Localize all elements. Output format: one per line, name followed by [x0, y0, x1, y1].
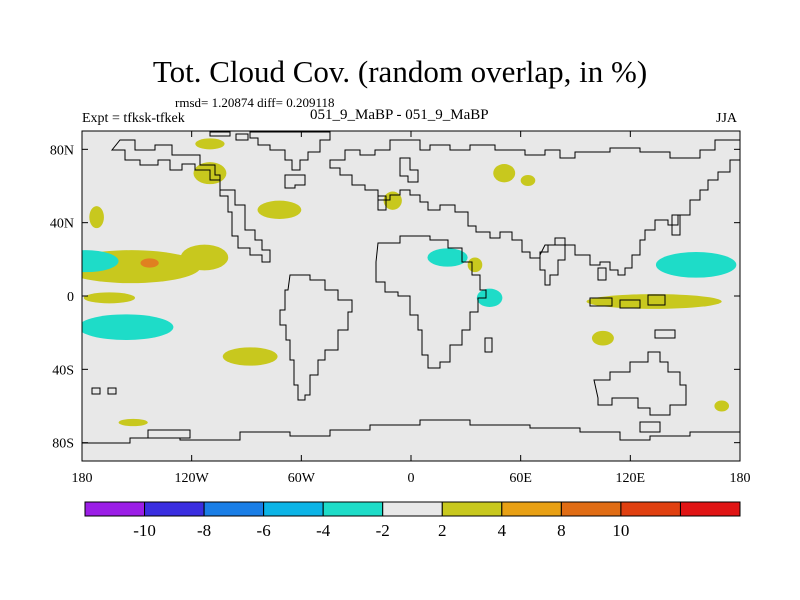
- colorbar-label: -8: [197, 521, 211, 540]
- region-south-indian-positive: [591, 330, 614, 346]
- y-tick-label: 0: [67, 290, 74, 305]
- colorbar-swatch: [84, 501, 146, 517]
- x-tick-label: 60E: [509, 471, 532, 486]
- region-west-pacific-negative-east: [655, 252, 737, 278]
- region-equatorial-pacific-positive: [83, 292, 136, 304]
- colorbar: -10 -8 -6 -4 -2 2 4 8 10: [84, 501, 741, 540]
- colorbar-swatch: [441, 501, 503, 517]
- coastlines: [82, 131, 740, 444]
- x-tick-label: 180: [72, 471, 93, 486]
- y-tick-label: 40S: [52, 363, 74, 378]
- colorbar-swatch: [144, 501, 205, 517]
- region-south-america-positive: [222, 347, 278, 366]
- region-north-pacific-core: [140, 258, 159, 268]
- coastline-scandinavia: [399, 157, 419, 183]
- season-label: JJA: [716, 111, 738, 126]
- colorbar-label: 10: [612, 521, 629, 540]
- coastline-antarctic-peninsula: [147, 429, 191, 439]
- region-west-pacific-negative: [82, 250, 119, 273]
- region-south-pacific-negative: [82, 314, 174, 340]
- coastline-australia: [593, 351, 687, 416]
- region-east-africa-positive: [467, 257, 483, 273]
- map-title: Tot. Cloud Cov. (random overlap, in %): [152, 54, 648, 89]
- region-east-pacific-positive: [180, 244, 229, 271]
- coastline-north-america: [110, 139, 271, 263]
- region-south-ocean-positive: [714, 400, 730, 412]
- coastline-antarctica: [82, 419, 740, 444]
- coastline-greenland: [249, 131, 331, 171]
- x-tick-label: 0: [408, 471, 415, 486]
- coastline-uk: [377, 195, 387, 211]
- region-nw-atlantic-positive: [89, 206, 104, 229]
- colorbar-label: 4: [498, 521, 507, 540]
- region-arabia-negative: [476, 288, 503, 308]
- x-tick-label: 60W: [288, 471, 316, 486]
- colorbar-label: -4: [316, 521, 331, 540]
- x-tick-label: 120W: [175, 471, 210, 486]
- region-russia-positive: [383, 191, 402, 210]
- region-antarctic-positive: [118, 418, 148, 427]
- x-tick-label: 120E: [616, 471, 646, 486]
- colorbar-label: -6: [257, 521, 271, 540]
- y-tick-label: 80N: [50, 143, 74, 158]
- colorbar-label: 2: [438, 521, 447, 540]
- region-north-atlantic-positive: [257, 200, 302, 219]
- coastline-islands: [91, 387, 661, 433]
- region-africa-negative: [427, 248, 468, 267]
- coastline-arctic-islands: [209, 131, 249, 141]
- axis-ticks: 180 120W 60W 0 60E 120E 180 80N 40N 0 40S 80S: [50, 131, 751, 486]
- colorbar-swatch: [382, 501, 443, 517]
- colorbar-swatch: [679, 501, 741, 517]
- colorbar-swatch: [203, 501, 265, 517]
- stats-label: rmsd= 1.20874 diff= 0.209118: [175, 95, 335, 110]
- region-greenland-positive: [195, 138, 225, 150]
- coastline-india: [539, 244, 566, 286]
- region-siberia-positive-1: [493, 164, 516, 183]
- x-tick-label: 180: [730, 471, 751, 486]
- colorbar-swatch: [263, 501, 324, 517]
- colorbar-swatch: [620, 501, 681, 517]
- colorbar-swatch: [322, 501, 384, 517]
- coastline-madagascar: [484, 337, 493, 353]
- experiment-label: Expt = tfksk-tfkek: [82, 111, 185, 126]
- y-tick-label: 80S: [52, 437, 74, 452]
- coastline-new-guinea: [654, 329, 676, 339]
- colorbar-swatch: [501, 501, 562, 517]
- coastline-eurasia: [329, 139, 740, 276]
- coastline-japan: [671, 214, 681, 236]
- region-siberia-positive-2: [520, 175, 536, 186]
- colorbar-label: 8: [557, 521, 566, 540]
- colorbar-swatch: [560, 501, 622, 517]
- colorbar-label: -2: [376, 521, 390, 540]
- region-indian-ocean-positive: [586, 294, 722, 309]
- coastline-africa: [375, 235, 487, 369]
- y-tick-label: 40N: [50, 217, 74, 232]
- coastline-hudson: [284, 174, 306, 189]
- subtitle-label: 051_9_MaBP - 051_9_MaBP: [310, 107, 489, 123]
- coastline-south-america: [279, 274, 353, 401]
- colorbar-label: -10: [133, 521, 156, 540]
- coastline-indonesia: [589, 267, 666, 309]
